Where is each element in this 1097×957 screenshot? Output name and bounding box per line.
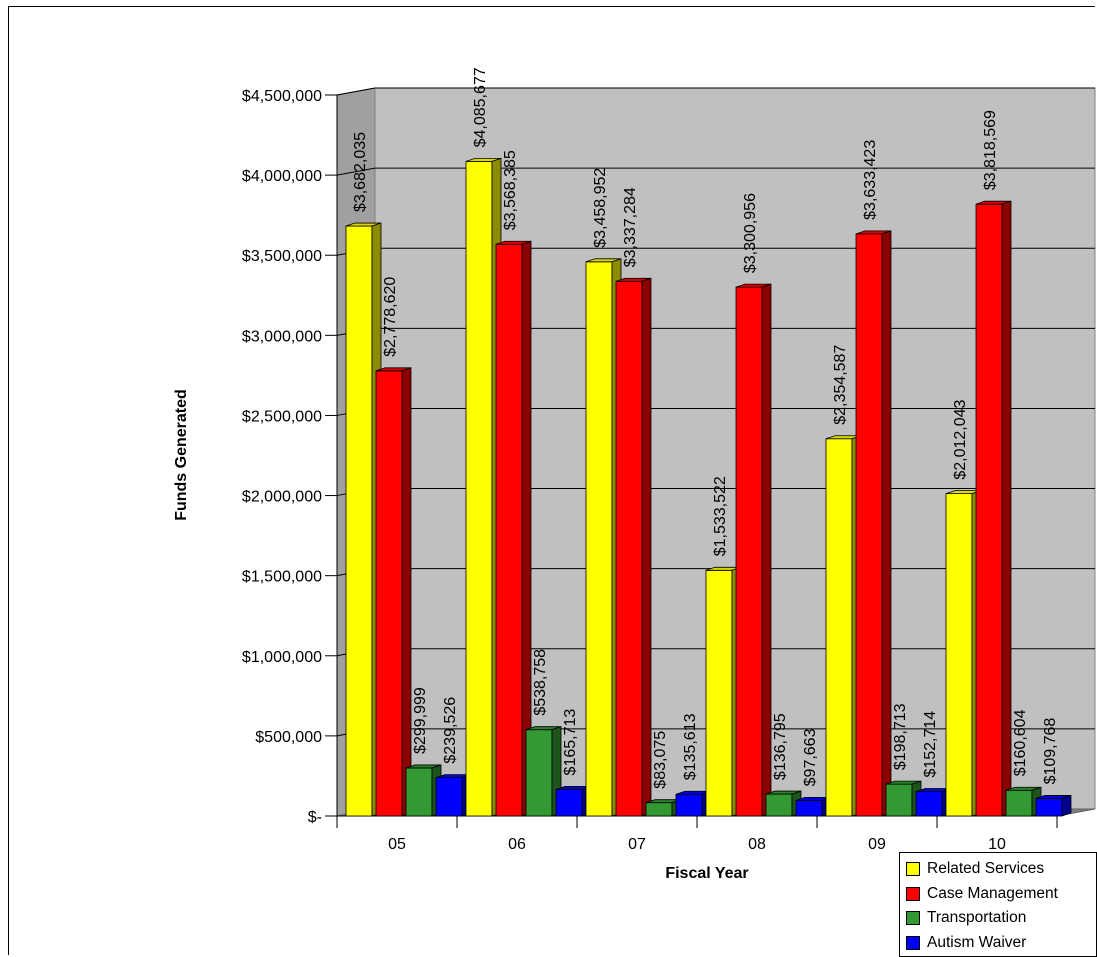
y-tick-label: $2,000,000 xyxy=(242,489,322,506)
chart-frame xyxy=(8,6,1095,955)
legend-item: Case Management xyxy=(906,882,1096,907)
data-label: $83,075 xyxy=(652,731,669,789)
bar xyxy=(1035,798,1063,817)
bar-side xyxy=(1001,200,1012,817)
bar xyxy=(795,799,823,817)
data-label: $3,568,385 xyxy=(502,150,519,230)
bar xyxy=(705,569,733,817)
gridline-side xyxy=(336,87,376,96)
x-tick-label: 06 xyxy=(508,836,526,853)
y-tick-label: $2,500,000 xyxy=(242,408,322,425)
bar xyxy=(885,783,913,817)
data-label: $198,713 xyxy=(892,703,909,770)
x-tick-label: 08 xyxy=(748,836,766,853)
data-label: $2,354,587 xyxy=(832,345,849,425)
bar xyxy=(435,777,463,817)
bar xyxy=(465,160,493,817)
bar-side xyxy=(761,283,772,817)
bar xyxy=(735,286,763,817)
bar xyxy=(585,261,613,817)
legend-swatch xyxy=(906,862,920,877)
legend-item: Transportation xyxy=(906,906,1096,931)
bar xyxy=(615,280,643,817)
data-label: $3,458,952 xyxy=(592,168,609,248)
y-tick-label: $1,000,000 xyxy=(242,649,322,666)
gridline-side xyxy=(336,167,376,176)
legend: Related Services Case Management Transport… xyxy=(899,852,1097,957)
bar xyxy=(945,493,973,817)
bar xyxy=(915,791,943,817)
bar xyxy=(345,225,373,817)
data-label: $3,633,423 xyxy=(862,140,879,220)
y-tick-label: $3,500,000 xyxy=(242,248,322,265)
bar-side xyxy=(641,277,652,817)
x-tick-label: 07 xyxy=(628,836,646,853)
legend-item: Autism Waiver xyxy=(906,931,1096,956)
bar xyxy=(405,767,433,817)
y-tick-label: $3,000,000 xyxy=(242,328,322,345)
legend-label: Case Management xyxy=(927,884,1058,902)
legend-swatch xyxy=(906,911,920,926)
data-label: $2,012,043 xyxy=(952,399,969,479)
bar xyxy=(375,370,403,817)
data-label: $152,714 xyxy=(922,711,939,778)
data-label: $299,999 xyxy=(412,687,429,754)
x-tick-label: 09 xyxy=(868,836,886,853)
bar-side xyxy=(1061,794,1072,817)
x-axis-title: Fiscal Year xyxy=(665,865,748,882)
data-label: $97,663 xyxy=(802,728,819,786)
bar-side xyxy=(401,367,412,817)
data-label: $239,526 xyxy=(442,697,459,764)
y-axis-title: Funds Generated xyxy=(173,389,190,521)
data-label: $109,768 xyxy=(1042,718,1059,785)
y-tick-label: $4,500,000 xyxy=(242,88,322,105)
bar xyxy=(825,438,853,817)
bar xyxy=(645,802,673,817)
bar xyxy=(495,243,523,817)
data-label: $3,682,035 xyxy=(352,132,369,212)
data-label: $1,533,522 xyxy=(712,476,729,556)
bar xyxy=(555,789,583,817)
data-label: $136,795 xyxy=(772,713,789,780)
bar-side xyxy=(881,230,892,817)
bar xyxy=(975,203,1003,817)
bar xyxy=(765,793,793,817)
y-tick-label: $1,500,000 xyxy=(242,569,322,586)
legend-swatch xyxy=(906,935,920,950)
x-tick-label: 05 xyxy=(388,836,406,853)
data-label: $3,818,569 xyxy=(982,110,999,190)
legend-item: Related Services xyxy=(906,857,1096,882)
y-tick-label: $- xyxy=(308,809,322,826)
data-label: $135,613 xyxy=(682,713,699,780)
data-label: $3,337,284 xyxy=(622,187,639,267)
legend-label: Autism Waiver xyxy=(927,933,1027,951)
y-tick-label: $500,000 xyxy=(255,729,322,746)
legend-label: Transportation xyxy=(927,909,1027,927)
y-tick-label: $4,000,000 xyxy=(242,168,322,185)
legend-label: Related Services xyxy=(927,860,1045,878)
legend-swatch xyxy=(906,886,920,901)
data-label: $160,604 xyxy=(1012,709,1029,776)
bar xyxy=(525,729,553,817)
bar xyxy=(855,233,883,817)
data-label: $2,778,620 xyxy=(382,277,399,357)
x-tick-label: 10 xyxy=(988,836,1006,853)
bar xyxy=(675,793,703,817)
bar xyxy=(1005,789,1033,817)
data-label: $165,713 xyxy=(562,709,579,776)
data-label: $4,085,677 xyxy=(472,67,489,147)
data-label: $3,300,956 xyxy=(742,193,759,273)
data-label: $538,758 xyxy=(532,649,549,716)
